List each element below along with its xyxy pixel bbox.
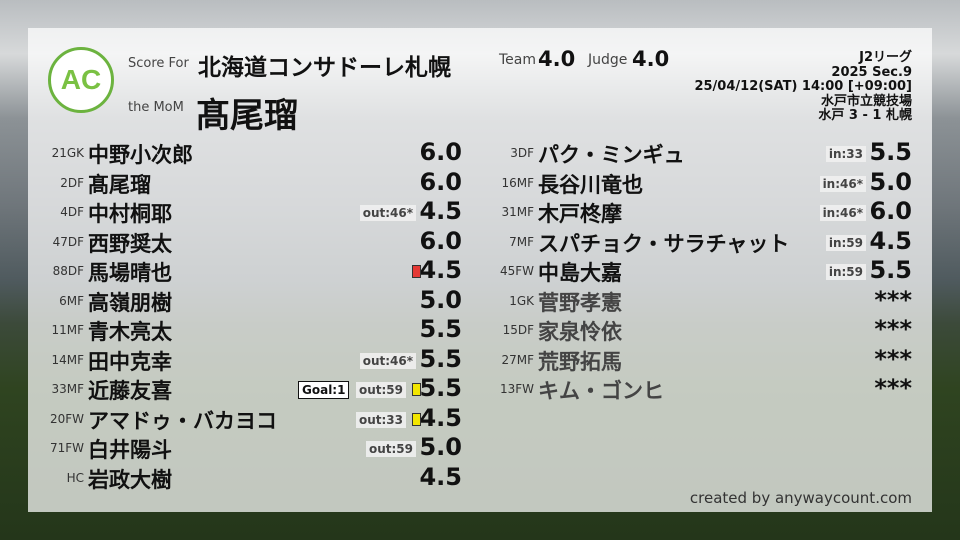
player-number-position: 4DF — [60, 205, 84, 219]
player-rating: *** — [874, 285, 912, 314]
substitution-badge: in:59 — [825, 264, 866, 280]
player-number-position: 1GK — [509, 293, 534, 308]
player-number-position: 33MF — [51, 382, 84, 396]
player-name: 中野小次郎 — [88, 143, 193, 167]
player-number-position: 20FW — [49, 411, 84, 426]
judge-label: Judge — [588, 52, 628, 68]
player-number-position: 71FW — [49, 441, 84, 455]
team-label: Team — [499, 52, 537, 68]
anywaycount-logo: AC — [48, 47, 114, 113]
substitution-badge: in:59 — [825, 234, 866, 251]
player-name: 菅野孝憲 — [538, 290, 622, 315]
match-info: J2リーグ 2025 Sec.9 25/04/12(SAT) 14:00 [+0… — [694, 50, 912, 124]
player-name: 高嶺朋樹 — [88, 290, 172, 315]
yellow-card-icon — [412, 383, 421, 396]
player-rating: 6.0 — [419, 226, 462, 255]
datetime: 25/04/12(SAT) 14:00 [+09:00] — [694, 79, 912, 94]
substitution-badge: in:46* — [819, 175, 866, 192]
judge-score: 4.0 — [632, 47, 670, 71]
player-number-position: 2DF — [60, 175, 84, 190]
player-name: 西野奨太 — [88, 231, 172, 256]
player-name: 中村桐耶 — [88, 202, 172, 226]
player-rating: 6.0 — [869, 197, 912, 225]
logo-text: AC — [60, 64, 102, 95]
result: 水戸 3 - 1 札幌 — [818, 108, 912, 123]
substitution-badge: out:59 — [355, 382, 406, 398]
score-panel — [28, 28, 932, 512]
mom-name: 髙尾瑠 — [196, 96, 298, 136]
player-name: 髙尾瑠 — [88, 172, 151, 197]
player-rating: 5.5 — [419, 344, 462, 373]
player-number-position: 7MF — [509, 234, 534, 249]
substitution-badge: out:46* — [359, 352, 416, 369]
player-rating: 4.5 — [869, 226, 912, 255]
player-rating: 5.5 — [869, 138, 912, 166]
substitution-badge: out:59 — [365, 441, 416, 457]
player-number-position: 15DF — [502, 323, 534, 337]
team-score: 4.0 — [538, 47, 576, 71]
goal-badge: Goal:1 — [298, 381, 350, 399]
player-rating: 5.0 — [419, 285, 462, 314]
player-name: 田中克幸 — [88, 349, 172, 374]
player-rating: 4.5 — [419, 197, 462, 225]
player-number-position: 6MF — [59, 293, 84, 308]
substitution-badge: in:33 — [825, 146, 866, 162]
player-rating: 6.0 — [419, 138, 462, 166]
red-card-icon — [412, 265, 421, 278]
player-name: 中島大嘉 — [538, 261, 622, 285]
player-name: スパチョク・サラチャット — [538, 231, 790, 256]
player-rating: 4.5 — [419, 256, 462, 284]
player-number-position: 88DF — [52, 264, 84, 278]
player-name: パク・ミンギュ — [538, 143, 685, 167]
player-number-position: 14MF — [51, 352, 84, 367]
player-name: 木戸柊摩 — [538, 202, 622, 226]
player-name: 岩政大樹 — [88, 467, 172, 492]
league: J2リーグ — [859, 50, 912, 65]
footer-credit: created by anywaycount.com — [689, 489, 912, 507]
section: 2025 Sec.9 — [831, 64, 912, 80]
player-rating: 5.5 — [869, 256, 912, 284]
player-number-position: 21GK — [51, 146, 84, 160]
player-rating: 5.0 — [869, 167, 912, 196]
player-name: 家泉怜依 — [538, 320, 622, 344]
player-rating: *** — [874, 374, 912, 402]
score-for-label: Score For — [128, 56, 189, 71]
substitution-badge: in:46* — [819, 205, 866, 221]
player-name: 近藤友喜 — [88, 379, 172, 403]
player-rating: 5.5 — [419, 374, 462, 402]
player-name: キム・ゴンヒ — [538, 379, 664, 403]
yellow-card-icon — [412, 412, 421, 426]
player-number-position: 13FW — [499, 382, 534, 396]
venue: 水戸市立競技場 — [820, 93, 912, 109]
player-number-position: 45FW — [499, 264, 534, 278]
substitution-badge: out:46* — [359, 205, 416, 221]
substitution-badge: out:33 — [355, 411, 406, 428]
player-rating: 4.5 — [419, 403, 462, 432]
player-rating: *** — [874, 315, 912, 343]
player-name: 長谷川竜也 — [538, 172, 643, 197]
player-number-position: HC — [66, 470, 84, 485]
player-number-position: 47DF — [52, 234, 84, 249]
player-number-position: 3DF — [510, 146, 534, 160]
player-number-position: 31MF — [501, 205, 534, 219]
player-rating: 6.0 — [419, 167, 462, 196]
player-rating: 5.0 — [419, 433, 462, 461]
mom-label: the MoM — [128, 100, 184, 115]
player-number-position: 16MF — [501, 175, 534, 190]
player-number-position: 11MF — [51, 323, 84, 337]
player-name: 荒野拓馬 — [538, 349, 622, 374]
player-rating: 5.5 — [419, 315, 462, 343]
player-name: アマドゥ・バカヨコ — [88, 408, 277, 433]
team-name: 北海道コンサドーレ札幌 — [198, 55, 451, 81]
player-rating: *** — [874, 344, 912, 373]
player-number-position: 27MF — [501, 352, 534, 367]
player-name: 白井陽斗 — [88, 438, 172, 462]
player-name: 馬場晴也 — [88, 261, 172, 285]
player-rating: 4.5 — [419, 462, 462, 491]
player-name: 青木亮太 — [88, 320, 172, 344]
